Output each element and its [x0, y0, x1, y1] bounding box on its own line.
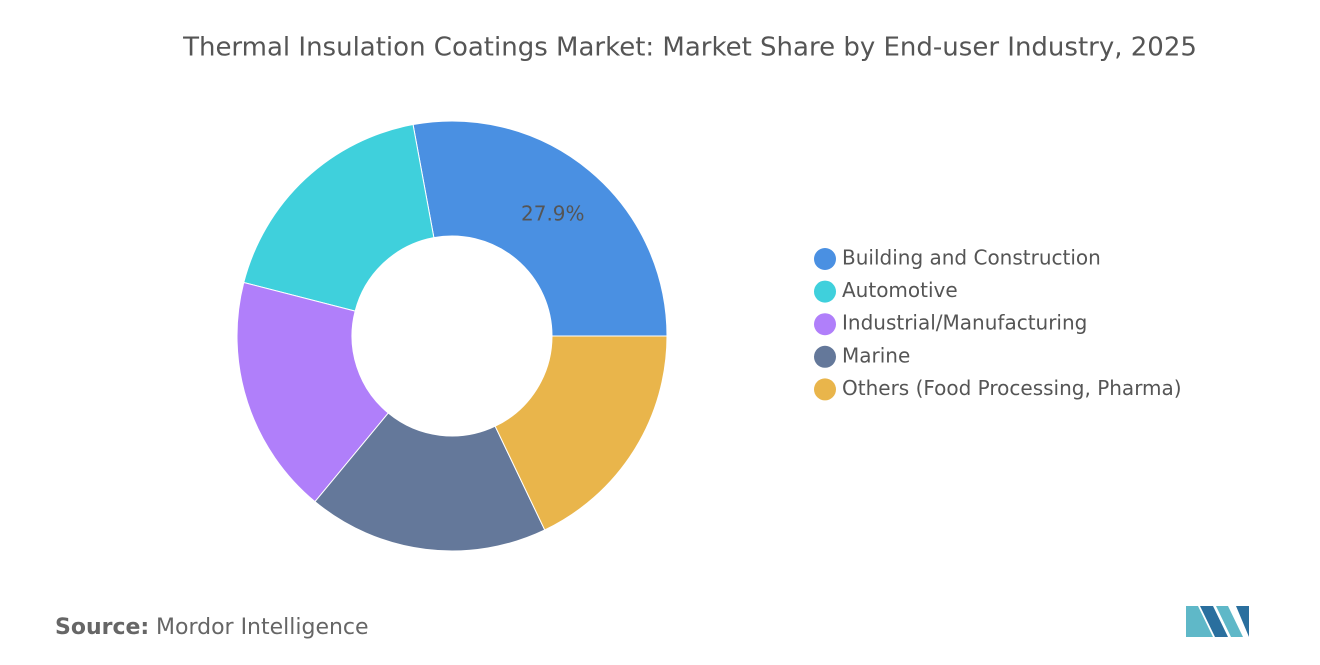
source-text: Mordor Intelligence — [156, 615, 369, 640]
legend-swatch — [814, 248, 836, 270]
legend-label: Industrial/Manufacturing — [842, 311, 1087, 335]
legend-label: Marine — [842, 343, 910, 367]
slice — [314, 412, 546, 552]
donut: 27.9% — [236, 120, 668, 552]
slice — [494, 335, 668, 531]
legend-swatch — [814, 378, 836, 401]
legend-label: Others (Food Processing, Pharma) — [842, 376, 1182, 400]
legend: Building and Construction Automotive Indus… — [814, 246, 1182, 401]
logo — [1186, 606, 1249, 637]
legend-swatch — [814, 280, 836, 303]
legend-swatch — [814, 313, 836, 336]
chart-title: Thermal Insulation Coatings Market: Mark… — [182, 33, 1197, 63]
slice — [236, 281, 389, 503]
legend-label: Building and Construction — [842, 246, 1101, 270]
data-label: 27.9% — [521, 201, 585, 225]
legend-label: Automotive — [842, 278, 958, 302]
source-label: Source: — [55, 615, 149, 640]
slice — [412, 120, 668, 337]
slice — [243, 123, 435, 312]
legend-swatch — [814, 345, 836, 368]
